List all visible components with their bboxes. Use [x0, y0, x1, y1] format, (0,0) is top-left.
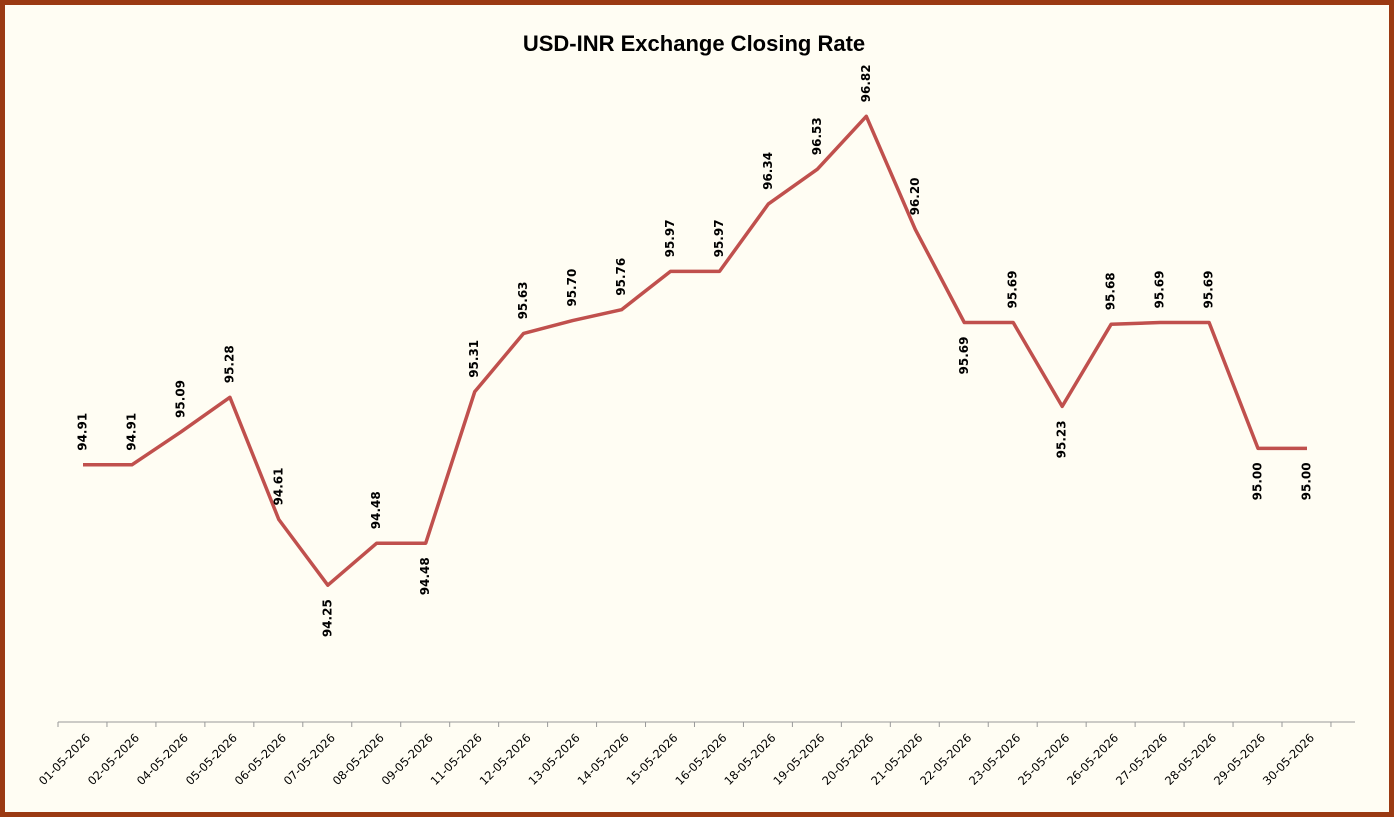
- data-label: 95.68: [1104, 272, 1118, 310]
- data-label: 96.20: [908, 177, 922, 215]
- data-label: 96.53: [810, 117, 824, 155]
- data-label: 95.31: [467, 340, 481, 378]
- data-label: 95.76: [614, 258, 628, 296]
- data-label: 95.69: [1202, 271, 1216, 309]
- data-label: 94.91: [75, 413, 89, 451]
- data-label: 95.63: [516, 281, 530, 319]
- data-label: 95.09: [173, 380, 187, 418]
- data-label: 95.69: [1006, 271, 1020, 309]
- data-label: 94.91: [124, 413, 138, 451]
- data-label: 94.25: [320, 599, 334, 637]
- data-label: 96.82: [859, 64, 873, 102]
- data-label: 95.69: [957, 336, 971, 374]
- data-label: 95.00: [1251, 462, 1265, 500]
- data-label: 95.70: [565, 269, 579, 307]
- data-label: 95.00: [1299, 462, 1313, 500]
- data-line: [83, 114, 1307, 587]
- data-label: 96.34: [761, 152, 775, 190]
- data-label: 95.28: [222, 345, 236, 383]
- data-label: 94.61: [271, 468, 285, 506]
- data-label: 94.48: [369, 491, 383, 529]
- data-label: 94.48: [418, 557, 432, 595]
- data-label: 95.23: [1055, 420, 1069, 458]
- chart-title: USD-INR Exchange Closing Rate: [523, 31, 865, 56]
- data-label: 95.97: [712, 219, 726, 257]
- data-label: 95.97: [663, 219, 677, 257]
- data-label: 95.69: [1153, 271, 1167, 309]
